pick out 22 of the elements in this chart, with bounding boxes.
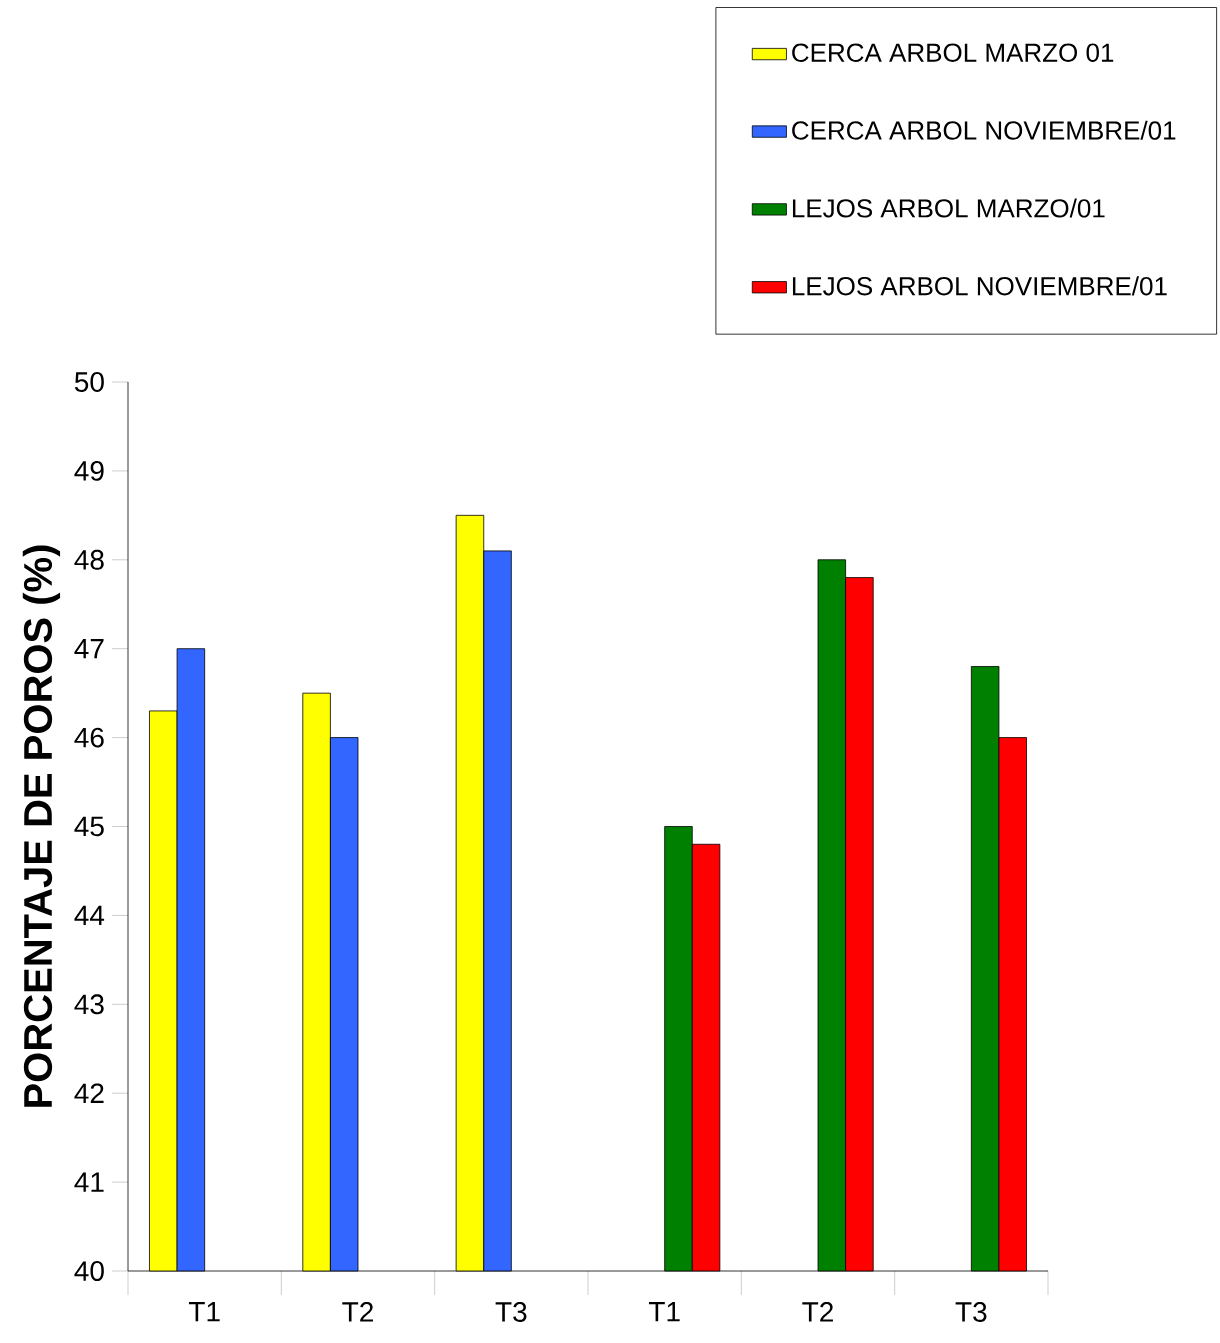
y-tick-label: 48: [74, 549, 104, 570]
y-tick-label: 46: [74, 727, 104, 748]
x-tick-label: T3: [495, 1302, 527, 1322]
x-tick-label: T2: [342, 1302, 373, 1322]
x-tick-label: T1: [188, 1302, 220, 1322]
y-tick-label: 42: [74, 1083, 104, 1103]
y-tick-label: 43: [74, 994, 104, 1015]
x-tick-label: T1: [648, 1302, 680, 1322]
legend-label: LEJOS ARBOL NOVIEMBRE/01: [792, 276, 1167, 296]
legend-label: CERCA ARBOL NOVIEMBRE/01: [792, 120, 1176, 140]
y-tick-label: 41: [74, 1172, 104, 1192]
y-tick-label: 40: [74, 1261, 104, 1281]
y-tick-label: 49: [74, 460, 104, 481]
y-axis-title: PORCENTAJE DE POROS (%): [22, 545, 61, 1107]
x-tick-label: T2: [802, 1302, 833, 1322]
y-tick-label: 44: [74, 905, 105, 926]
y-tick-label: 45: [74, 816, 104, 837]
y-tick-label: 47: [74, 639, 104, 659]
y-tick-label: 50: [74, 372, 104, 392]
x-tick-label: T3: [955, 1302, 987, 1322]
legend-label: CERCA ARBOL MARZO 01: [792, 43, 1114, 62]
legend-label: LEJOS ARBOL MARZO/01: [792, 198, 1105, 218]
